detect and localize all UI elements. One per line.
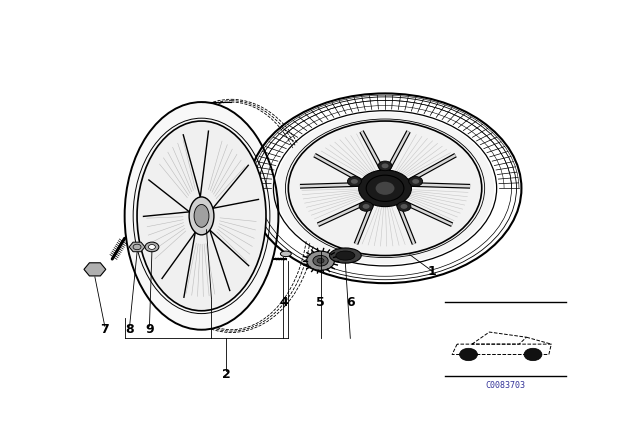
Circle shape: [348, 177, 362, 186]
Text: 4: 4: [279, 296, 288, 309]
Text: 2: 2: [222, 368, 230, 381]
Circle shape: [145, 242, 159, 252]
Circle shape: [401, 204, 408, 209]
Ellipse shape: [330, 248, 361, 263]
Circle shape: [313, 255, 328, 266]
Circle shape: [376, 182, 394, 195]
Text: 6: 6: [346, 296, 355, 309]
Text: 9: 9: [145, 323, 154, 336]
Circle shape: [289, 121, 482, 255]
Circle shape: [276, 112, 494, 264]
Ellipse shape: [189, 197, 214, 235]
Circle shape: [366, 175, 404, 202]
Text: 8: 8: [125, 323, 134, 336]
Ellipse shape: [125, 102, 278, 330]
Ellipse shape: [194, 204, 209, 227]
Circle shape: [381, 164, 388, 168]
Circle shape: [359, 202, 373, 211]
Ellipse shape: [280, 251, 291, 257]
Text: 5: 5: [316, 296, 325, 309]
Circle shape: [524, 348, 542, 361]
Text: 1: 1: [428, 265, 436, 278]
Circle shape: [307, 251, 335, 271]
Text: C0083703: C0083703: [485, 382, 525, 391]
Text: 3: 3: [207, 296, 216, 309]
Circle shape: [409, 177, 422, 186]
Circle shape: [317, 258, 324, 263]
Ellipse shape: [336, 251, 355, 260]
Circle shape: [412, 179, 419, 184]
Circle shape: [363, 204, 369, 209]
Circle shape: [378, 161, 392, 171]
Circle shape: [351, 179, 358, 184]
Circle shape: [358, 170, 412, 207]
Circle shape: [460, 348, 477, 361]
Circle shape: [397, 202, 411, 211]
Ellipse shape: [137, 121, 266, 311]
Text: 7: 7: [100, 323, 109, 336]
Circle shape: [148, 245, 156, 250]
